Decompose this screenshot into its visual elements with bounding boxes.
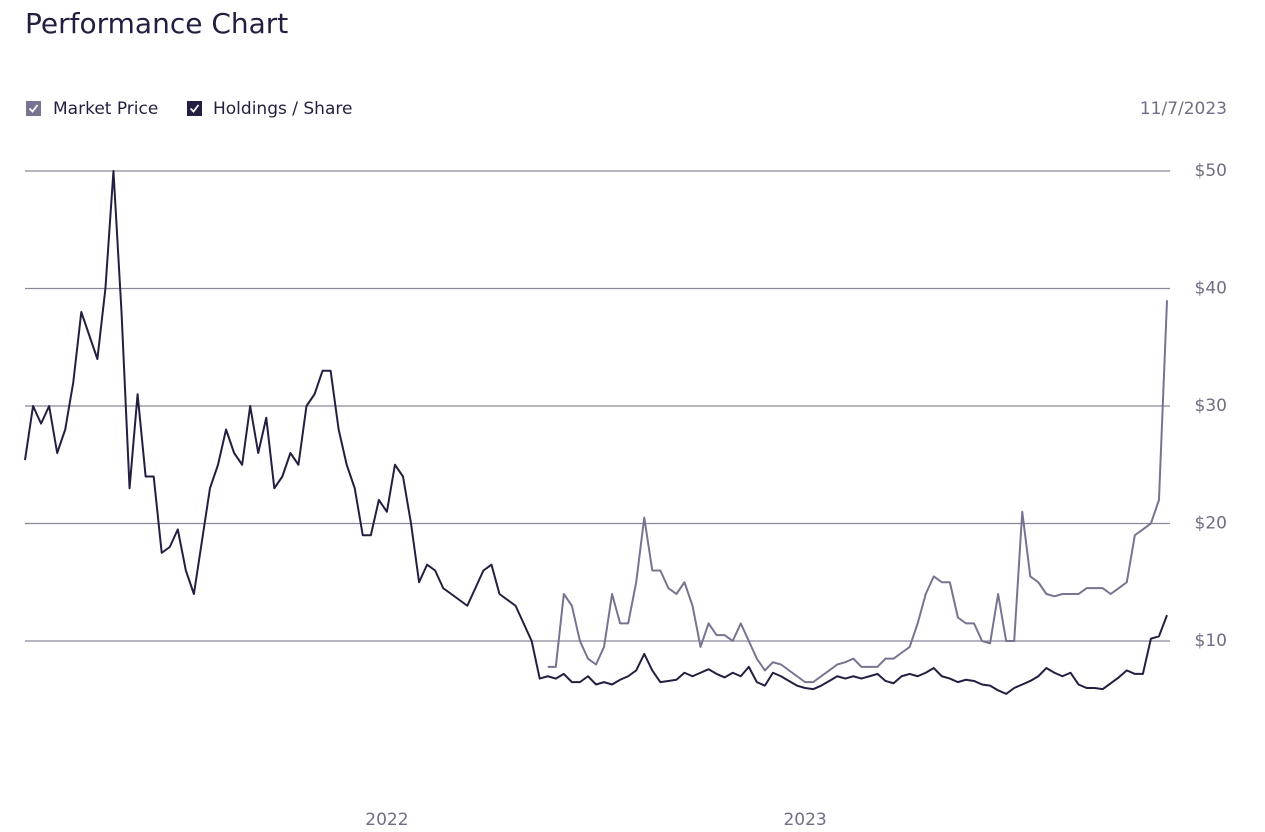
legend-checkbox[interactable] bbox=[187, 101, 202, 116]
y-tick-label: $20 bbox=[1195, 514, 1227, 534]
y-tick-label: $40 bbox=[1195, 279, 1227, 299]
date-label: 11/7/2023 bbox=[1140, 99, 1227, 119]
x-tick-label: 2023 bbox=[783, 810, 826, 830]
legend-label[interactable]: Holdings / Share bbox=[213, 99, 352, 119]
legend-market-price[interactable]: Market Price bbox=[26, 99, 158, 119]
check-mark bbox=[28, 104, 39, 113]
y-tick-label: $30 bbox=[1195, 396, 1227, 416]
y-tick-label: $10 bbox=[1195, 631, 1227, 651]
x-tick-label: 2022 bbox=[365, 810, 408, 830]
line-series bbox=[24, 170, 1168, 695]
chart-title: Performance Chart bbox=[25, 7, 288, 40]
legend-checkbox[interactable] bbox=[26, 101, 41, 116]
line-series bbox=[547, 300, 1168, 684]
check-mark bbox=[189, 104, 200, 113]
legend-holdings[interactable]: Holdings / Share bbox=[187, 99, 352, 119]
legend-label[interactable]: Market Price bbox=[53, 99, 158, 119]
y-tick-label: $50 bbox=[1195, 161, 1227, 181]
